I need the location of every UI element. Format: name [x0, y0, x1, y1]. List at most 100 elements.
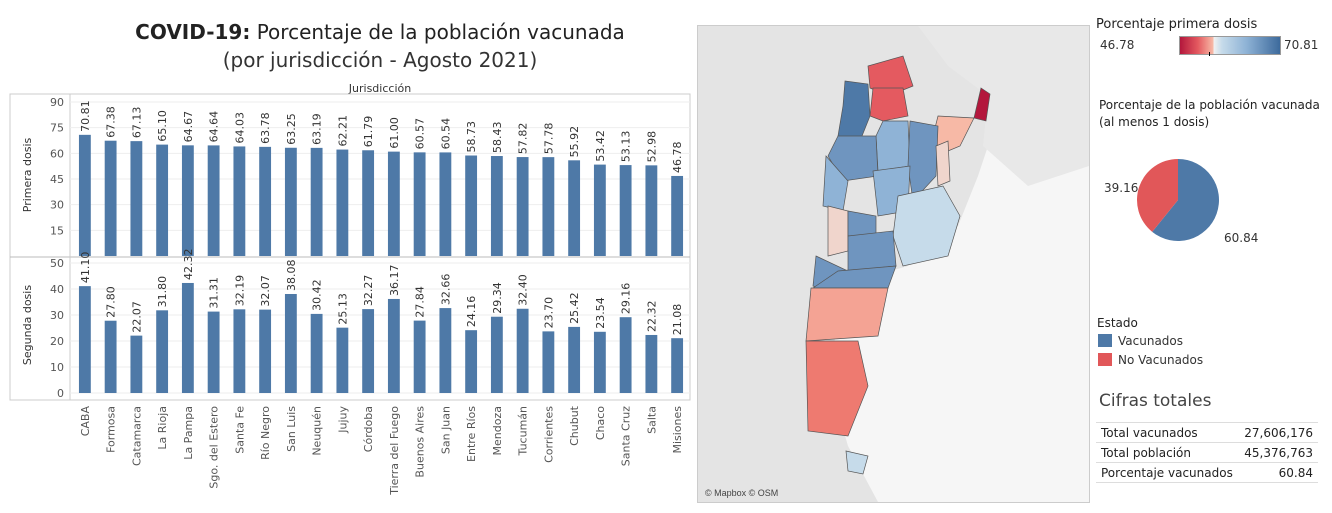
- legend-label-no-vacunados[interactable]: No Vacunados: [1118, 353, 1204, 367]
- chart-title-bold: COVID-19:: [135, 20, 251, 44]
- x-tick-label: Corrientes: [542, 406, 555, 463]
- y-tick-label: 45: [50, 173, 64, 186]
- pie-slice: [1152, 159, 1219, 241]
- y-tick-label: 30: [50, 199, 64, 212]
- table-row: Total población 45,376,763: [1096, 442, 1318, 463]
- data-label: 46.78: [671, 141, 684, 173]
- map-panel[interactable]: © Mapbox © OSM: [697, 25, 1090, 503]
- bar: [413, 152, 426, 256]
- x-tick-label: Chaco: [594, 406, 607, 440]
- pie-chart: 60.84 39.16: [1104, 159, 1258, 245]
- data-label: 31.31: [208, 277, 221, 309]
- legend-swatch-vacunados[interactable]: [1098, 334, 1112, 347]
- bar: [645, 334, 658, 393]
- data-label: 38.08: [285, 259, 298, 291]
- bar: [336, 149, 349, 256]
- data-label: 57.82: [517, 123, 530, 155]
- bar: [310, 313, 323, 393]
- data-label: 23.70: [542, 297, 555, 329]
- cifras-table: Total vacunados 27,606,176 Total població…: [1096, 422, 1318, 483]
- x-tick-label: Río Negro: [259, 406, 272, 460]
- legend-label-vacunados[interactable]: Vacunados: [1118, 334, 1184, 348]
- x-tick-label: Neuquén: [311, 406, 324, 456]
- x-tick-label: Formosa: [105, 406, 118, 453]
- bar: [336, 327, 349, 393]
- data-label: 63.19: [311, 113, 324, 144]
- province-chaco[interactable]: [869, 87, 909, 122]
- data-label: 70.81: [79, 100, 92, 132]
- x-tick-label: La Pampa: [182, 406, 195, 460]
- cifras-title: Cifras totales: [1099, 391, 1212, 411]
- y-axis-title: Primera dosis: [21, 137, 34, 212]
- bar: [284, 147, 297, 256]
- legend-swatch-no-vacunados[interactable]: [1098, 353, 1112, 366]
- bar: [439, 152, 452, 256]
- bar: [645, 165, 658, 256]
- bar: [130, 335, 143, 393]
- data-label: 64.67: [182, 111, 195, 142]
- data-label: 32.40: [517, 274, 530, 306]
- bar-chart: Jurisdicción 15 30 45 60 75 90 Primera dosis 70.…: [9, 82, 691, 496]
- data-label: 65.10: [156, 110, 169, 141]
- data-label: 41.10: [79, 252, 92, 284]
- data-label: 61.79: [362, 116, 375, 148]
- x-tick-label: Tierra del Fuego: [388, 406, 401, 496]
- province-santa-fe[interactable]: [907, 120, 939, 202]
- chart-subtitle: (por jurisdicción - Agosto 2021): [222, 48, 538, 72]
- cifras-value: 45,376,763: [1238, 442, 1318, 463]
- data-label: 23.54: [594, 297, 607, 329]
- data-label: 64.64: [208, 111, 221, 142]
- province-entre-rios[interactable]: [935, 140, 951, 187]
- data-label: 36.17: [388, 264, 401, 296]
- map-brazil-land: [918, 26, 1089, 186]
- x-tick-label: Salta: [645, 406, 658, 434]
- y-tick-label: 75: [50, 122, 64, 135]
- y-tick-label: 90: [50, 96, 64, 109]
- y-tick-label: 0: [57, 387, 64, 400]
- data-label: 61.00: [388, 117, 401, 149]
- bar: [207, 145, 220, 256]
- bar: [568, 160, 581, 256]
- data-label: 27.80: [105, 286, 118, 318]
- data-label: 25.42: [568, 292, 581, 324]
- argentina-map[interactable]: © Mapbox © OSM: [698, 26, 1089, 502]
- table-row: Total vacunados 27,606,176: [1096, 422, 1318, 443]
- province-buenos-aires[interactable]: [892, 185, 961, 267]
- province-santa-cruz[interactable]: [805, 340, 869, 437]
- data-label: 62.21: [336, 115, 349, 147]
- province-mendoza[interactable]: [827, 205, 849, 257]
- province-tucuman-catamarca[interactable]: [827, 135, 879, 182]
- data-label: 29.16: [620, 283, 633, 315]
- province-tierra-del-fuego[interactable]: [845, 450, 869, 475]
- data-label: 27.84: [414, 286, 427, 318]
- province-santiago[interactable]: [875, 120, 911, 172]
- pie-slice: [1137, 159, 1178, 232]
- map-credit: © Mapbox © OSM: [705, 488, 778, 498]
- cifras-label: Porcentaje vacunados: [1096, 462, 1239, 483]
- province-misiones[interactable]: [973, 87, 991, 122]
- bar: [310, 147, 323, 256]
- bar: [259, 146, 272, 256]
- province-chubut[interactable]: [805, 287, 889, 342]
- panel-2: 0 10 20 30 40 50 Segunda dosis 41.10 27.80 22.07 3…: [21, 248, 690, 400]
- bar: [181, 282, 194, 393]
- data-label: 57.78: [542, 123, 555, 155]
- x-tick-label: Jujuy: [336, 406, 349, 434]
- bar: [130, 141, 143, 256]
- x-tick-label: Córdoba: [362, 406, 375, 452]
- y-tick-label: 30: [50, 309, 64, 322]
- colorscale-bar[interactable]: [1179, 36, 1281, 55]
- bar: [439, 308, 452, 393]
- data-label: 24.16: [465, 296, 478, 328]
- province-la-pampa[interactable]: [847, 230, 897, 272]
- data-label: 64.03: [233, 112, 246, 144]
- x-tick-label: San Luis: [285, 406, 298, 452]
- pie-label: 60.84: [1224, 231, 1258, 245]
- bar: [156, 144, 169, 256]
- x-tick-label: Catamarca: [130, 406, 143, 466]
- bar: [490, 156, 503, 256]
- bar: [104, 140, 117, 256]
- bar: [542, 157, 555, 256]
- x-tick-label: Entre Ríos: [465, 406, 478, 462]
- table-row: Porcentaje vacunados 60.84: [1096, 462, 1318, 483]
